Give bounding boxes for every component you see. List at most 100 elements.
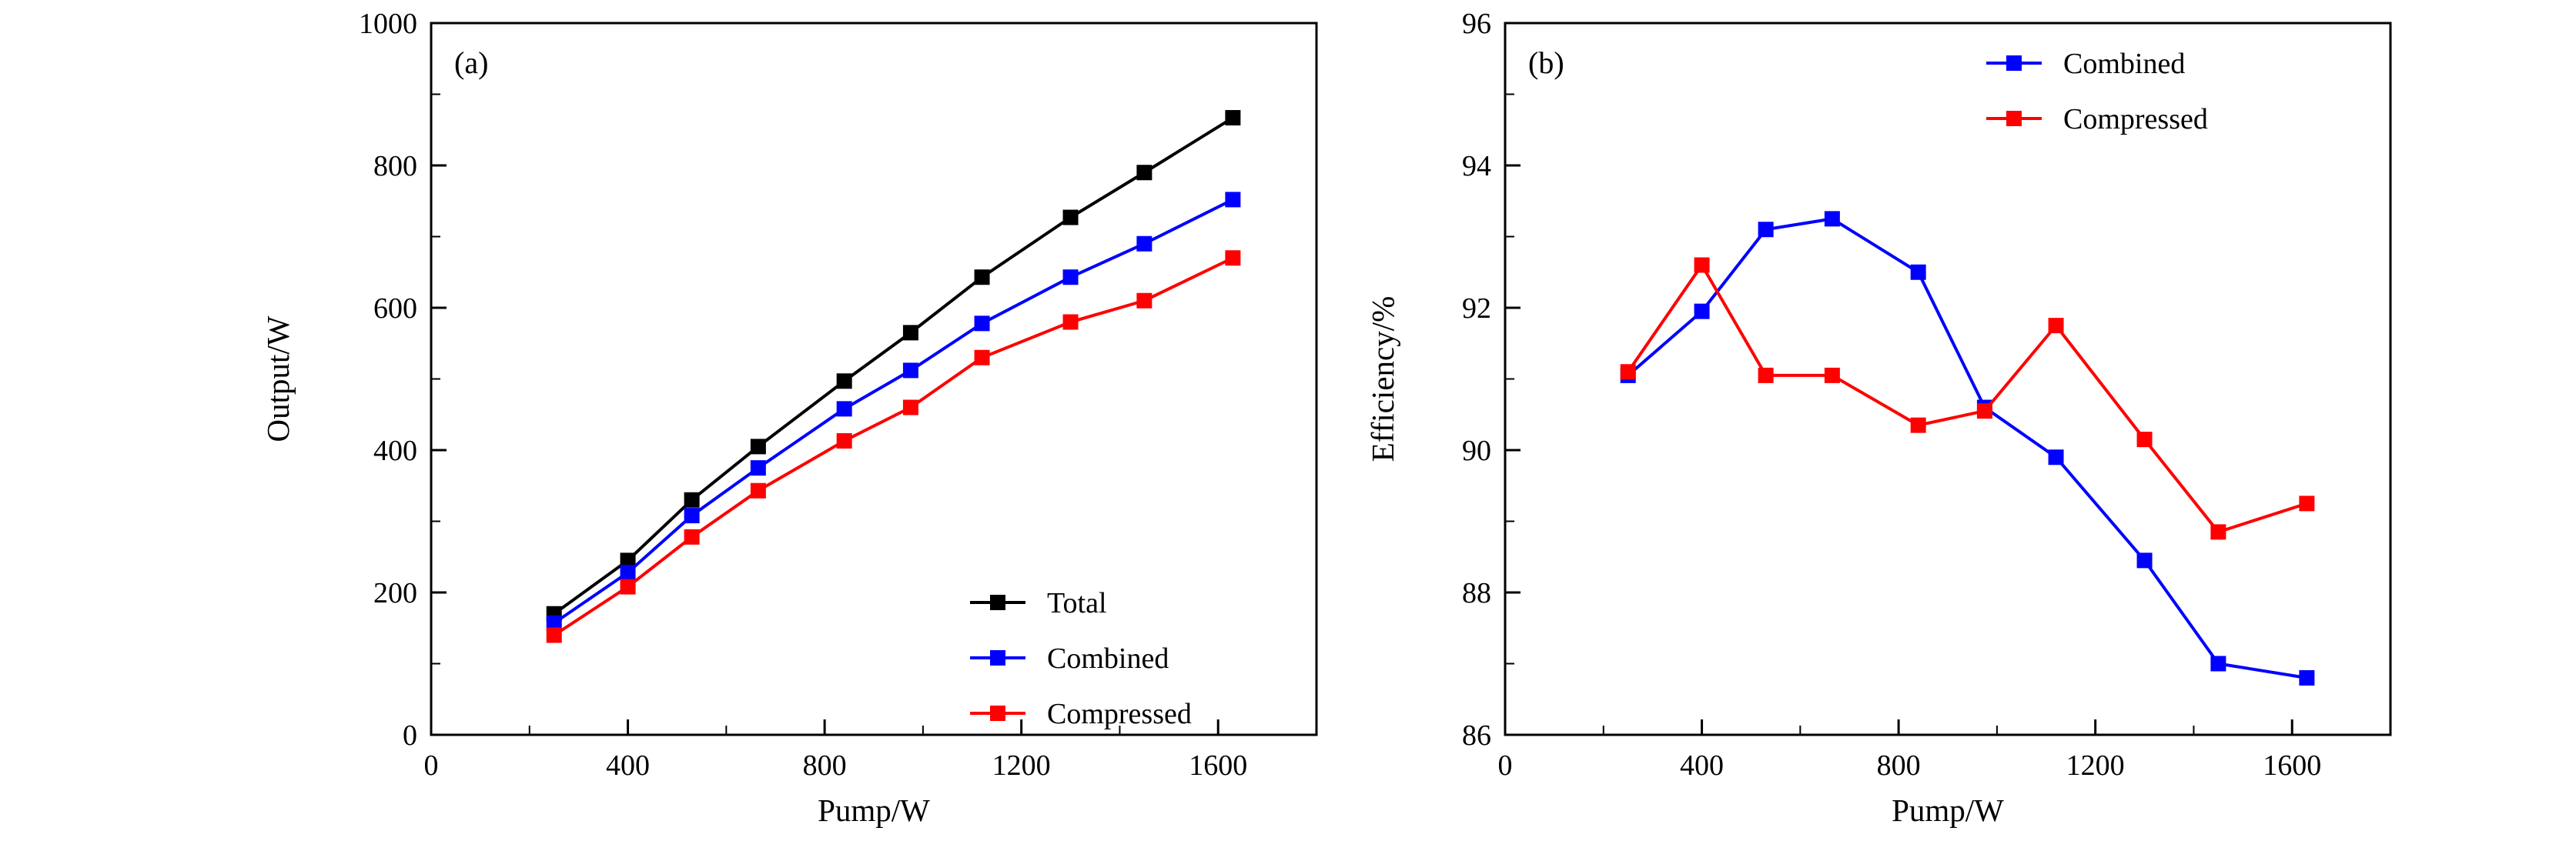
data-point-marker <box>1225 250 1241 266</box>
data-point-marker <box>1225 110 1241 126</box>
x-tick-label: 1200 <box>2066 749 2125 782</box>
legend-label: Total <box>1047 587 1107 619</box>
data-point-marker <box>974 349 990 365</box>
data-point-marker <box>2210 656 2226 672</box>
data-point-marker <box>2136 432 2153 448</box>
data-point-marker <box>1694 257 1710 273</box>
y-tick-label: 96 <box>1462 8 1491 40</box>
series-compressed <box>1620 257 2315 540</box>
legend: Total Combined Compressed <box>970 587 1192 730</box>
data-point-marker <box>1225 192 1241 208</box>
plot-frame <box>1504 22 2392 736</box>
data-point-marker <box>1824 211 1840 227</box>
data-point-marker <box>1062 209 1079 225</box>
legend: Combined Compressed <box>1986 48 2208 135</box>
data-point-marker <box>620 579 636 595</box>
data-point-marker <box>836 401 852 417</box>
data-point-marker <box>2299 670 2315 686</box>
data-point-marker <box>2210 524 2226 540</box>
data-point-marker <box>684 508 700 524</box>
y-axis-label: Output/W <box>260 315 296 442</box>
data-point-marker <box>1620 364 1636 380</box>
x-axis-label: Pump/W <box>818 793 930 828</box>
x-axis: 0 400 800 1200 1600 <box>1498 719 2321 782</box>
data-point-marker <box>2048 318 2064 334</box>
data-point-marker <box>1694 303 1710 319</box>
legend-item-compressed: Compressed <box>1986 103 2208 135</box>
data-point-marker <box>750 460 766 476</box>
data-point-marker <box>902 325 918 341</box>
series-combined <box>546 192 1241 631</box>
legend-item-combined: Combined <box>970 642 1169 675</box>
data-point-marker <box>974 269 990 285</box>
data-point-marker <box>546 615 562 631</box>
data-point-marker <box>902 399 918 415</box>
series-line <box>553 198 1234 625</box>
data-point-marker <box>836 373 852 389</box>
series-line <box>1627 262 2308 534</box>
panel-label: (b) <box>1528 45 1564 80</box>
x-axis-label: Pump/W <box>1892 793 2004 828</box>
data-point-marker <box>2136 552 2153 569</box>
chart-panel-b: 0 400 800 1200 1600 86 88 90 92 94 96 Pump/W Efficie… <box>1365 8 2392 828</box>
data-point-marker <box>1062 314 1079 330</box>
legend-marker <box>990 706 1005 721</box>
data-point-marker <box>1910 417 1926 433</box>
x-tick-label: 1600 <box>1189 749 1247 782</box>
data-point-marker <box>1758 222 1774 238</box>
x-tick-label: 400 <box>1680 749 1724 782</box>
data-point-marker <box>1758 367 1774 383</box>
y-tick-label: 600 <box>373 292 417 325</box>
y-tick-label: 86 <box>1462 719 1491 752</box>
data-point-marker <box>902 362 918 379</box>
series-total <box>546 110 1241 622</box>
data-point-marker <box>836 432 852 449</box>
y-tick-label: 400 <box>373 435 417 467</box>
legend-label: Combined <box>1047 642 1169 675</box>
legend-item-compressed: Compressed <box>970 698 1192 730</box>
data-point-marker <box>684 492 700 508</box>
data-point-marker <box>1910 264 1926 280</box>
series-combined <box>1620 211 2315 686</box>
data-point-marker <box>1824 367 1840 383</box>
legend-marker <box>990 650 1005 666</box>
data-point-marker <box>620 565 636 581</box>
legend-marker <box>2006 111 2022 126</box>
x-tick-label: 800 <box>1877 749 1921 782</box>
data-point-marker <box>1976 403 1992 419</box>
y-tick-label: 1000 <box>359 8 417 40</box>
data-point-marker <box>1136 235 1153 252</box>
y-tick-label: 92 <box>1462 292 1491 325</box>
x-tick-label: 800 <box>803 749 847 782</box>
panel-label: (a) <box>454 45 488 80</box>
legend-marker <box>990 595 1005 610</box>
series-compressed <box>546 250 1241 643</box>
legend-item-total: Total <box>970 587 1107 619</box>
data-point-marker <box>2048 449 2064 466</box>
data-point-marker <box>750 439 766 455</box>
x-tick-label: 1600 <box>2263 749 2321 782</box>
data-point-marker <box>750 482 766 499</box>
data-point-marker <box>2299 496 2315 512</box>
y-tick-label: 94 <box>1462 150 1491 182</box>
series-line <box>553 256 1234 637</box>
data-point-marker <box>1062 269 1079 285</box>
chart-panel-a: 0 400 800 1200 1600 0 200 400 600 800 1000 Pump/W Ou… <box>260 8 1318 828</box>
legend-item-combined: Combined <box>1986 48 2185 80</box>
x-tick-label: 0 <box>424 749 439 782</box>
x-tick-label: 0 <box>1498 749 1513 782</box>
y-axis: 86 88 90 92 94 96 <box>1462 8 1521 752</box>
legend-label: Combined <box>2063 48 2185 80</box>
x-axis: 0 400 800 1200 1600 <box>424 719 1247 782</box>
y-tick-label: 88 <box>1462 577 1491 609</box>
x-tick-label: 1200 <box>992 749 1051 782</box>
y-axis-label: Efficiency/% <box>1365 296 1400 462</box>
data-point-marker <box>684 529 700 545</box>
data-point-marker <box>620 552 636 569</box>
legend-label: Compressed <box>2063 103 2208 135</box>
data-point-marker <box>974 315 990 332</box>
series-line <box>553 116 1234 616</box>
legend-label: Compressed <box>1047 698 1192 730</box>
